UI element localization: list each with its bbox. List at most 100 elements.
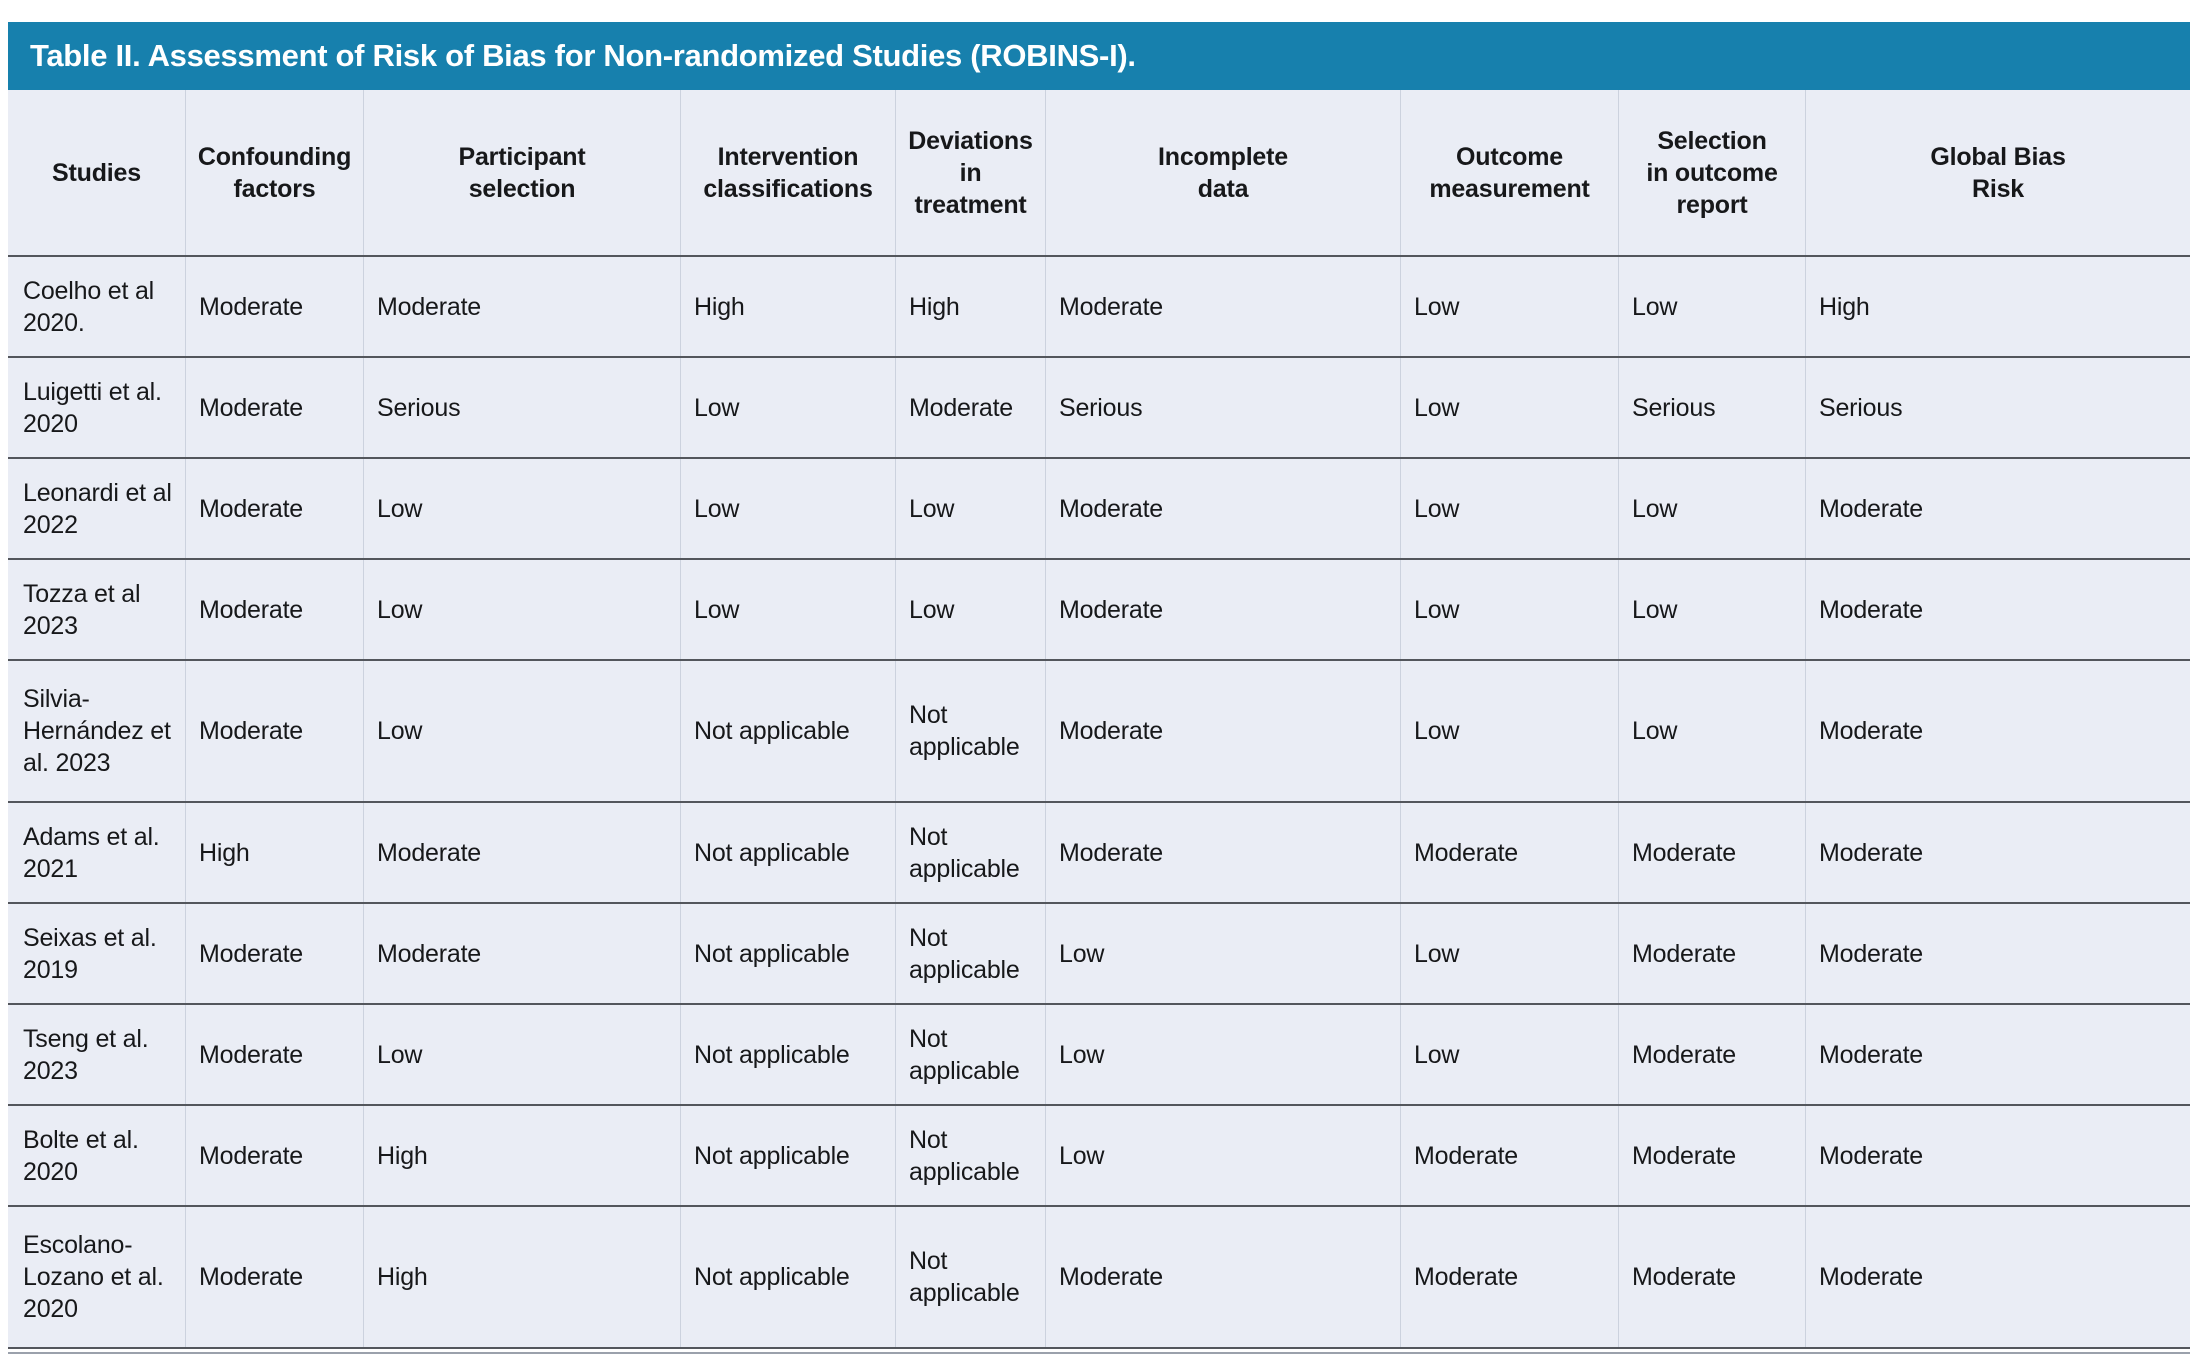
risk-cell-deviations-in-treatment: Not applicable [895,1207,1045,1347]
risk-cell-global-bias-risk: Moderate [1805,1207,2190,1347]
risk-cell-participant-selection: Low [363,661,680,801]
risk-cell-outcome-measurement: Low [1400,257,1618,356]
risk-cell-intervention-classifications: Low [680,358,895,457]
risk-cell-confounding-factors: Moderate [185,1005,363,1104]
risk-cell-incomplete-data: Low [1045,1106,1400,1205]
column-header-confounding-factors: Confounding factors [185,90,363,255]
table-title: Table II. Assessment of Risk of Bias for… [30,38,1136,73]
risk-cell-confounding-factors: Moderate [185,1106,363,1205]
risk-cell-incomplete-data: Moderate [1045,560,1400,659]
risk-cell-confounding-factors: Moderate [185,257,363,356]
study-cell: Adams et al. 2021 [23,822,160,883]
study-cell: Leonardi et al 2022 [23,478,172,539]
risk-cell-outcome-measurement: Moderate [1400,1207,1618,1347]
risk-cell-incomplete-data: Moderate [1045,1207,1400,1347]
risk-cell-selection-in-outcome-report: Moderate [1618,1207,1805,1347]
risk-cell-intervention-classifications: Not applicable [680,904,895,1003]
risk-cell-deviations-in-treatment: Not applicable [895,803,1045,902]
study-cell: Tozza et al 2023 [23,579,141,640]
risk-cell-global-bias-risk: Moderate [1805,803,2190,902]
risk-cell-outcome-measurement: Low [1400,661,1618,801]
risk-cell-intervention-classifications: Low [680,459,895,558]
risk-cell-selection-in-outcome-report: Low [1618,459,1805,558]
study-cell: Bolte et al. 2020 [23,1125,139,1186]
risk-cell-global-bias-risk: Serious [1805,358,2190,457]
risk-cell-selection-in-outcome-report: Serious [1618,358,1805,457]
risk-cell-global-bias-risk: Moderate [1805,1005,2190,1104]
column-header-selection-in-outcome-report: Selection in outcome report [1618,90,1805,255]
risk-cell-deviations-in-treatment: High [895,257,1045,356]
risk-cell-confounding-factors: Moderate [185,358,363,457]
risk-cell-confounding-factors: Moderate [185,661,363,801]
column-header-studies: Studies [52,158,141,187]
table-row-tozza-et-al: Tozza et al 2023 Moderate Low Low Low Moderat… [8,558,2190,659]
study-cell: Coelho et al 2020. [23,276,155,337]
header-row: Studies Confounding factors Participant se… [8,90,2190,255]
risk-cell-incomplete-data: Moderate [1045,459,1400,558]
risk-cell-selection-in-outcome-report: Moderate [1618,904,1805,1003]
table-title-bar: Table II. Assessment of Risk of Bias for… [8,22,2190,90]
column-header-incomplete-data: Incomplete data [1045,90,1400,255]
study-cell: Seixas et al. 2019 [23,923,157,984]
table-row-tseng-et-al: Tseng et al. 2023 Moderate Low Not applicab… [8,1003,2190,1104]
risk-cell-participant-selection: Serious [363,358,680,457]
risk-cell-global-bias-risk: Moderate [1805,459,2190,558]
risk-cell-confounding-factors: Moderate [185,459,363,558]
risk-cell-selection-in-outcome-report: Low [1618,560,1805,659]
risk-cell-deviations-in-treatment: Not applicable [895,904,1045,1003]
risk-cell-incomplete-data: Low [1045,904,1400,1003]
risk-cell-deviations-in-treatment: Moderate [895,358,1045,457]
risk-cell-global-bias-risk: Moderate [1805,560,2190,659]
study-cell: Tseng et al. 2023 [23,1024,149,1085]
risk-cell-participant-selection: Low [363,560,680,659]
table-row-bolte-et-al: Bolte et al. 2020 Moderate High Not applica… [8,1104,2190,1205]
risk-cell-global-bias-risk: Moderate [1805,1106,2190,1205]
risk-cell-intervention-classifications: Not applicable [680,661,895,801]
risk-cell-participant-selection: Moderate [363,257,680,356]
risk-cell-incomplete-data: Moderate [1045,803,1400,902]
table-row-leonardi-et-al: Leonardi et al 2022 Moderate Low Low Low Mode… [8,457,2190,558]
risk-cell-global-bias-risk: Moderate [1805,661,2190,801]
risk-cell-intervention-classifications: Not applicable [680,803,895,902]
column-header-participant-selection: Participant selection [363,90,680,255]
risk-cell-incomplete-data: Moderate [1045,257,1400,356]
risk-cell-selection-in-outcome-report: Moderate [1618,803,1805,902]
risk-cell-participant-selection: High [363,1207,680,1347]
table-row-luigetti-et-al: Luigetti et al. 2020 Moderate Serious Low Mo… [8,356,2190,457]
risk-cell-intervention-classifications: Not applicable [680,1207,895,1347]
column-header-global-bias-risk: Global Bias Risk [1805,90,2190,255]
risk-cell-global-bias-risk: High [1805,257,2190,356]
risk-cell-participant-selection: Moderate [363,904,680,1003]
risk-cell-outcome-measurement: Low [1400,459,1618,558]
risk-cell-outcome-measurement: Low [1400,358,1618,457]
risk-cell-outcome-measurement: Low [1400,560,1618,659]
table-row-coelho-et-al: Coelho et al 2020. Moderate Moderate High Hi… [8,255,2190,356]
risk-cell-participant-selection: Low [363,1005,680,1104]
risk-cell-deviations-in-treatment: Not applicable [895,1106,1045,1205]
table-row-escolano: Escolano- Lozano et al. 2020 Moderate High… [8,1205,2190,1347]
risk-cell-selection-in-outcome-report: Moderate [1618,1106,1805,1205]
risk-cell-incomplete-data: Serious [1045,358,1400,457]
column-header-deviations-in-treatment: Deviations in treatment [895,90,1045,255]
risk-cell-selection-in-outcome-report: Low [1618,257,1805,356]
risk-cell-outcome-measurement: Moderate [1400,1106,1618,1205]
risk-cell-global-bias-risk: Moderate [1805,904,2190,1003]
risk-cell-selection-in-outcome-report: Low [1618,661,1805,801]
risk-cell-outcome-measurement: Low [1400,904,1618,1003]
risk-cell-participant-selection: Moderate [363,803,680,902]
column-header-outcome-measurement: Outcome measurement [1400,90,1618,255]
risk-cell-participant-selection: High [363,1106,680,1205]
table-row-seixas-et-al: Seixas et al. 2019 Moderate Moderate Not ap… [8,902,2190,1003]
table-row-silvia: Silvia- Hernández et al. 2023 Moderate Low… [8,659,2190,801]
risk-cell-deviations-in-treatment: Not applicable [895,1005,1045,1104]
risk-cell-incomplete-data: Moderate [1045,661,1400,801]
risk-cell-confounding-factors: Moderate [185,560,363,659]
risk-cell-intervention-classifications: High [680,257,895,356]
table-row-adams-et-al: Adams et al. 2021 High Moderate Not applica… [8,801,2190,902]
column-header-intervention-classifications: Intervention classifications [680,90,895,255]
risk-cell-selection-in-outcome-report: Moderate [1618,1005,1805,1104]
study-cell: Luigetti et al. 2020 [23,377,162,438]
risk-cell-participant-selection: Low [363,459,680,558]
risk-cell-outcome-measurement: Low [1400,1005,1618,1104]
